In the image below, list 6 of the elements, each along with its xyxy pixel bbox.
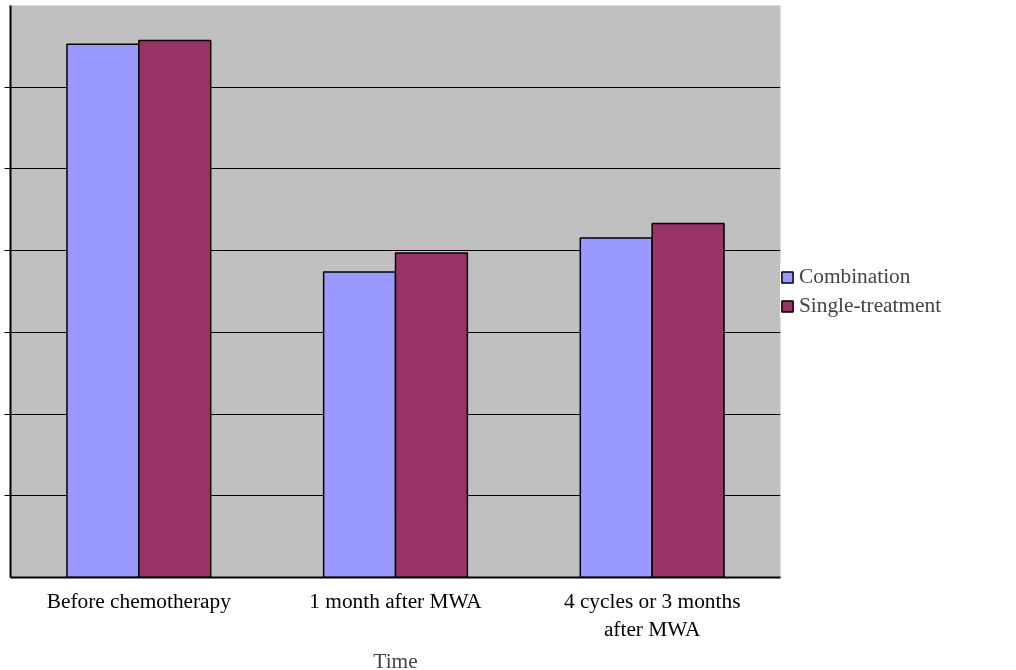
legend-label: Combination xyxy=(799,264,911,289)
x-tick-label: 4 cycles or 3 months after MWA xyxy=(563,588,741,642)
x-tick-label: Before chemotherapy xyxy=(46,588,232,613)
x-axis-title: Time xyxy=(373,649,418,670)
legend-label: Single-treatment xyxy=(799,293,942,318)
x-tick-label: 1 month after MWA xyxy=(309,588,483,613)
